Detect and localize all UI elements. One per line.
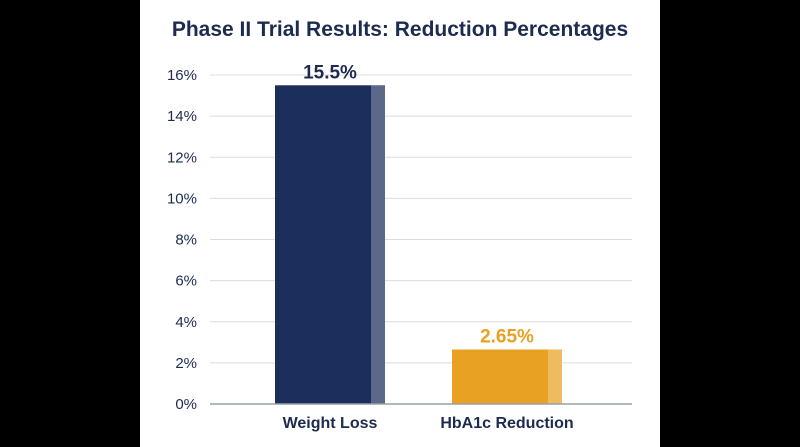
bar-value-label: 2.65%: [480, 327, 534, 348]
bar: [452, 349, 562, 404]
y-tick-label: 10%: [167, 190, 197, 207]
x-category-label: HbA1c Reduction: [440, 415, 573, 432]
y-tick-label: 2%: [175, 355, 197, 372]
chart-card: Phase II Trial Results: Reduction Percen…: [140, 0, 660, 447]
y-tick-label: 14%: [167, 108, 197, 125]
x-category-label: Weight Loss: [283, 415, 378, 432]
bar-highlight: [548, 349, 562, 404]
bar-highlight: [371, 85, 385, 404]
y-tick-label: 0%: [175, 396, 197, 413]
bars: 15.5% 2.65%: [275, 62, 562, 404]
gridlines: [210, 74, 632, 364]
bar-value-label: 15.5%: [303, 62, 357, 83]
y-tick-label: 16%: [167, 67, 197, 84]
chart-title: Phase II Trial Results: Reduction Percen…: [172, 18, 628, 41]
y-tick-label: 8%: [175, 232, 197, 249]
bar-chart: Phase II Trial Results: Reduction Percen…: [167, 18, 632, 432]
y-axis-ticks: 0% 2% 4% 6% 8% 10% 12% 14% 16%: [167, 67, 197, 413]
y-tick-label: 6%: [175, 273, 197, 290]
bar: [275, 85, 385, 404]
y-tick-label: 12%: [167, 149, 197, 166]
y-tick-label: 4%: [175, 314, 197, 331]
x-axis-labels: Weight Loss HbA1c Reduction: [283, 415, 574, 432]
